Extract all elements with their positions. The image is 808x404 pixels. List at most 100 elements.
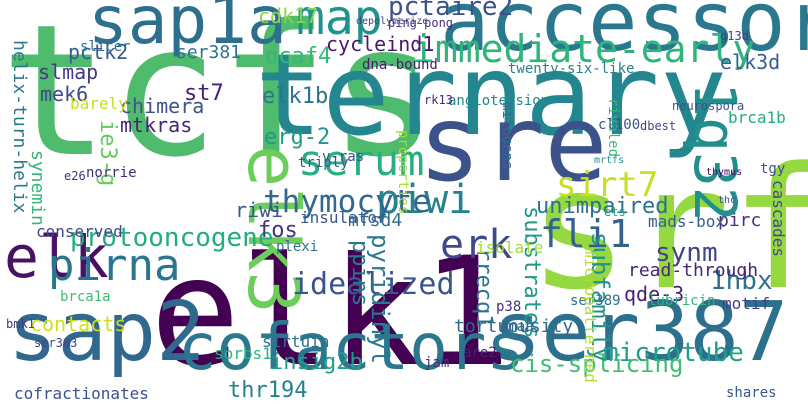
cloud-word: microtube bbox=[603, 338, 744, 368]
cloud-word: erk bbox=[440, 222, 513, 268]
cloud-word: serum bbox=[298, 136, 425, 185]
cloud-word: brca1b bbox=[728, 108, 786, 127]
cloud-word: cis-splicing bbox=[510, 350, 684, 378]
cloud-word: insulator bbox=[300, 208, 387, 227]
cloud-word: dna-bound bbox=[362, 57, 438, 73]
cloud-word: map bbox=[296, 0, 383, 46]
cloud-word: brca1a bbox=[60, 289, 111, 305]
cloud-word: lubricin bbox=[648, 293, 716, 309]
cloud-word: triply bbox=[298, 155, 349, 171]
cloud-word: tortuousity bbox=[454, 316, 574, 337]
cloud-word: jam bbox=[424, 355, 450, 371]
cloud-word: sap2 bbox=[8, 285, 206, 380]
cloud-word: srf bbox=[528, 131, 808, 327]
cloud-word: mtkras bbox=[120, 113, 193, 137]
cloud-word: accessory bbox=[440, 0, 808, 70]
cloud-word: cdk17 bbox=[258, 4, 319, 28]
cloud-word: plexi bbox=[276, 239, 319, 255]
cloud-word: shares bbox=[726, 385, 777, 401]
cloud-word: pirna bbox=[48, 240, 181, 291]
cloud-word: pctaire2 bbox=[388, 0, 514, 22]
cloud-word: bmk1 bbox=[6, 317, 35, 331]
cloud-word: sirt7 bbox=[556, 165, 659, 205]
cloud-word: insig2b bbox=[270, 350, 363, 375]
cloud-word: e26 bbox=[64, 169, 86, 183]
cloud-word: ser381 bbox=[176, 42, 242, 63]
cloud-word: pctk2 bbox=[68, 40, 129, 64]
cloud-word: thc bbox=[718, 195, 737, 206]
cloud-word: elk bbox=[4, 223, 109, 291]
cloud-word: angiotension bbox=[448, 93, 550, 109]
cloud-word: elk1 bbox=[150, 226, 512, 400]
cloud-word: synm bbox=[655, 238, 718, 268]
cloud-word: depolymerize bbox=[356, 16, 429, 27]
cloud-word: fos bbox=[258, 218, 298, 243]
cloud-word: slmap bbox=[38, 60, 99, 84]
cloud-word: tcfs bbox=[0, 0, 439, 197]
cloud-word: ternary bbox=[255, 31, 728, 161]
cloud-word: isolate bbox=[476, 238, 544, 257]
cloud-word: p38 bbox=[496, 299, 522, 315]
cloud-word: properties bbox=[395, 130, 411, 215]
cloud-word: pirc bbox=[718, 210, 762, 231]
cloud-word: helix-turn-helix bbox=[9, 40, 30, 214]
cloud-word: qde-3 bbox=[624, 282, 685, 306]
cloud-word: erg-2 bbox=[264, 125, 331, 150]
cloud-word: are2 bbox=[463, 345, 497, 361]
cloud-word: st7 bbox=[184, 81, 224, 106]
cloud-word: sirtuin bbox=[262, 332, 330, 351]
cloud-word: ping-pong bbox=[388, 16, 454, 30]
cloud-word: mek6 bbox=[40, 82, 89, 106]
cloud-word: mfsd4 bbox=[348, 210, 403, 231]
cloud-word: slicer bbox=[80, 39, 131, 55]
cloud-word: smaa bbox=[500, 319, 534, 335]
cloud-word: ser383 bbox=[34, 336, 78, 350]
cloud-word: mads-box bbox=[648, 212, 726, 231]
cloud-word: sap1a bbox=[88, 0, 287, 59]
cloud-word: thr194 bbox=[228, 378, 308, 403]
cloud-word: protooncogene bbox=[70, 223, 274, 253]
cloud-word: thymocyte bbox=[263, 184, 431, 220]
cloud-word: elk1b bbox=[262, 84, 329, 109]
cloud-word: rk13 bbox=[424, 93, 453, 107]
cloud-word: fli1 bbox=[540, 212, 632, 256]
cloud-word: unimpaired bbox=[536, 194, 669, 219]
cloud-word: norrie bbox=[86, 165, 137, 181]
cloud-word: tgy bbox=[760, 161, 786, 177]
cloud-word: ser389 bbox=[570, 293, 621, 309]
cloud-word: 1hbx bbox=[710, 266, 773, 296]
cloud-word: idealized bbox=[292, 267, 455, 302]
cloud-word: read-through bbox=[628, 260, 759, 281]
cloud-word: cascades bbox=[769, 180, 788, 258]
cloud-word: micropatterned bbox=[581, 248, 600, 383]
cloud-word: barely bbox=[70, 94, 128, 113]
cloud-word: synemin bbox=[27, 150, 48, 226]
cloud-word: dcaf4 bbox=[265, 44, 332, 69]
cloud-word: cycleind1 bbox=[326, 32, 435, 56]
cloud-word: v-ras bbox=[322, 149, 365, 165]
cloud-word: cl100 bbox=[598, 117, 641, 133]
cloud-word: motif bbox=[722, 294, 771, 313]
cloud-word: neurospora bbox=[672, 99, 745, 113]
cloud-word: contacts bbox=[30, 312, 127, 336]
cloud-word: twenty-six-like bbox=[508, 61, 635, 77]
cloud-word: sorbs1 bbox=[214, 344, 272, 363]
cloud-word: cofractionates bbox=[14, 384, 149, 403]
cloud-word: ser387 bbox=[492, 285, 789, 380]
cloud-word: cofactors bbox=[178, 311, 525, 385]
cloud-word: mrtfs bbox=[594, 155, 625, 166]
cloud-word: thymus bbox=[706, 167, 743, 178]
cloud-word: sre bbox=[418, 83, 608, 205]
cloud-word: dbest bbox=[640, 119, 677, 133]
cloud-word: ets bbox=[604, 205, 626, 219]
cloud-word: chimera bbox=[120, 94, 205, 118]
cloud-word: riwi bbox=[235, 198, 284, 222]
cloud-word: conserved bbox=[36, 222, 123, 241]
cloud-word: piwi bbox=[376, 177, 473, 223]
cloud-word: pyridinyl bbox=[366, 234, 394, 365]
cloud-word: elk3d bbox=[720, 50, 781, 74]
cloud-word: g13d bbox=[720, 29, 749, 43]
cloud-word: mitogens bbox=[499, 102, 515, 170]
cloud-word: immediate-early bbox=[412, 27, 756, 71]
